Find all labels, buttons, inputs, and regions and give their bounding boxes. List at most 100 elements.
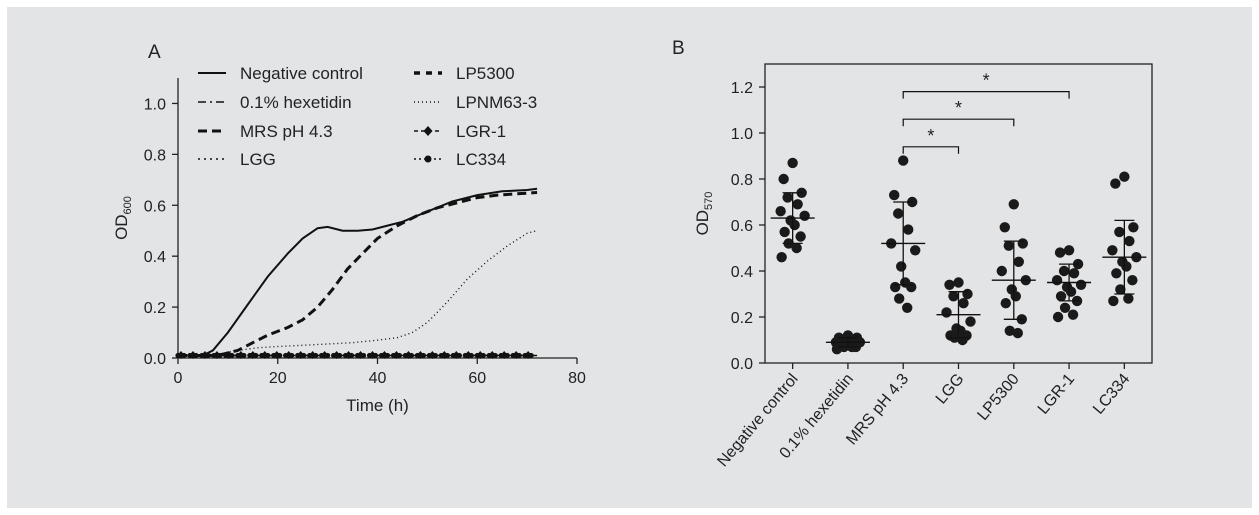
x-category-label: LC334 <box>1090 371 1133 418</box>
significance-star: * <box>983 71 990 91</box>
data-point <box>1054 247 1066 258</box>
x-tick-label: 80 <box>568 370 586 387</box>
significance-bracket <box>902 146 960 154</box>
lgr1-marker <box>464 350 472 359</box>
data-point <box>1017 238 1028 249</box>
x-tick-label: 40 <box>369 370 387 387</box>
data-point <box>894 293 905 304</box>
data-point <box>1003 240 1014 251</box>
lgr1-marker <box>189 350 197 359</box>
lgr1-marker <box>488 350 496 359</box>
data-point <box>1075 279 1087 290</box>
data-point <box>1004 325 1015 336</box>
data-point <box>1012 327 1023 339</box>
data-point <box>906 281 917 293</box>
lgr1-marker <box>416 350 424 359</box>
x-tick-label: 20 <box>269 370 287 387</box>
lgr1-marker <box>309 350 317 359</box>
y-tick-label: 1.0 <box>731 126 753 143</box>
data-point <box>1124 235 1135 247</box>
data-point <box>1059 302 1071 313</box>
y-axis-title: OD570 <box>693 192 715 236</box>
data-point <box>1128 222 1139 233</box>
data-point <box>1110 178 1121 189</box>
data-point <box>1115 284 1126 295</box>
data-point <box>1055 291 1067 302</box>
data-point <box>910 245 921 256</box>
data-point <box>831 344 843 355</box>
data-point <box>903 224 914 235</box>
lgr1-marker <box>380 350 388 359</box>
legend-circle-marker <box>424 155 432 163</box>
data-point <box>1067 309 1079 320</box>
legend-label: LC334 <box>456 150 506 169</box>
data-point <box>1121 261 1132 272</box>
lgr1-marker <box>369 350 377 359</box>
lgr1-marker <box>404 350 412 359</box>
lgr1-marker <box>285 350 293 359</box>
y-tick-label: 0.4 <box>731 264 753 281</box>
x-category-label: LP5300 <box>974 371 1023 424</box>
lgr1-marker <box>428 350 436 359</box>
lgr1-marker <box>345 350 353 359</box>
data-point <box>890 281 901 293</box>
data-point <box>1063 245 1075 256</box>
series-line <box>178 187 538 357</box>
significance-star: * <box>955 98 962 118</box>
x-category-label: LGR-1 <box>1035 371 1078 418</box>
significance-bracket <box>902 118 1015 127</box>
data-point <box>789 219 800 231</box>
data-point <box>782 192 793 203</box>
y-tick-label: 0.2 <box>731 310 753 327</box>
legend-label: LGG <box>240 150 276 169</box>
lgr1-marker <box>297 350 305 359</box>
data-point <box>787 157 798 169</box>
data-point <box>1008 199 1019 210</box>
lgr1-marker <box>476 350 484 359</box>
lgr1-marker <box>333 350 341 359</box>
data-point <box>1123 293 1134 304</box>
data-point <box>1114 226 1125 238</box>
lgr1-marker <box>201 350 209 359</box>
lgr1-marker <box>237 350 245 359</box>
x-axis-title: Time (h) <box>346 396 409 415</box>
lgr1-marker <box>177 350 185 359</box>
data-point <box>1107 245 1118 256</box>
legend-label: LGR-1 <box>456 122 506 141</box>
lgr1-marker <box>249 350 257 359</box>
legend-label: LP5300 <box>456 64 515 83</box>
significance-star: * <box>927 126 934 146</box>
data-point <box>778 173 789 185</box>
data-point <box>962 288 973 300</box>
lgr1-marker <box>440 350 448 359</box>
data-point <box>779 226 790 238</box>
data-point <box>1108 295 1119 307</box>
legend-label: LPNM63-3 <box>456 93 537 112</box>
legend-label: Negative control <box>240 64 363 83</box>
data-point <box>1111 268 1122 279</box>
data-point <box>775 206 786 217</box>
data-point <box>999 222 1010 233</box>
lgr1-marker <box>452 350 460 359</box>
data-point <box>953 277 964 288</box>
data-point <box>1068 268 1080 279</box>
lgr1-marker <box>321 350 329 359</box>
data-point <box>1127 275 1138 286</box>
series-line <box>177 230 538 357</box>
data-point <box>898 155 909 166</box>
y-tick-label: 0.0 <box>731 356 753 373</box>
data-point <box>902 302 913 313</box>
data-point <box>1013 256 1024 267</box>
lgr1-marker <box>261 350 269 359</box>
y-tick-label: 0.8 <box>731 172 753 189</box>
data-point <box>1065 286 1077 297</box>
lgr1-marker <box>225 350 233 359</box>
data-point <box>1010 291 1021 302</box>
data-point <box>776 252 787 263</box>
x-category-label: LGG <box>933 371 968 408</box>
significance-bracket <box>902 91 1070 99</box>
data-point <box>1052 311 1064 323</box>
data-point <box>958 298 969 309</box>
